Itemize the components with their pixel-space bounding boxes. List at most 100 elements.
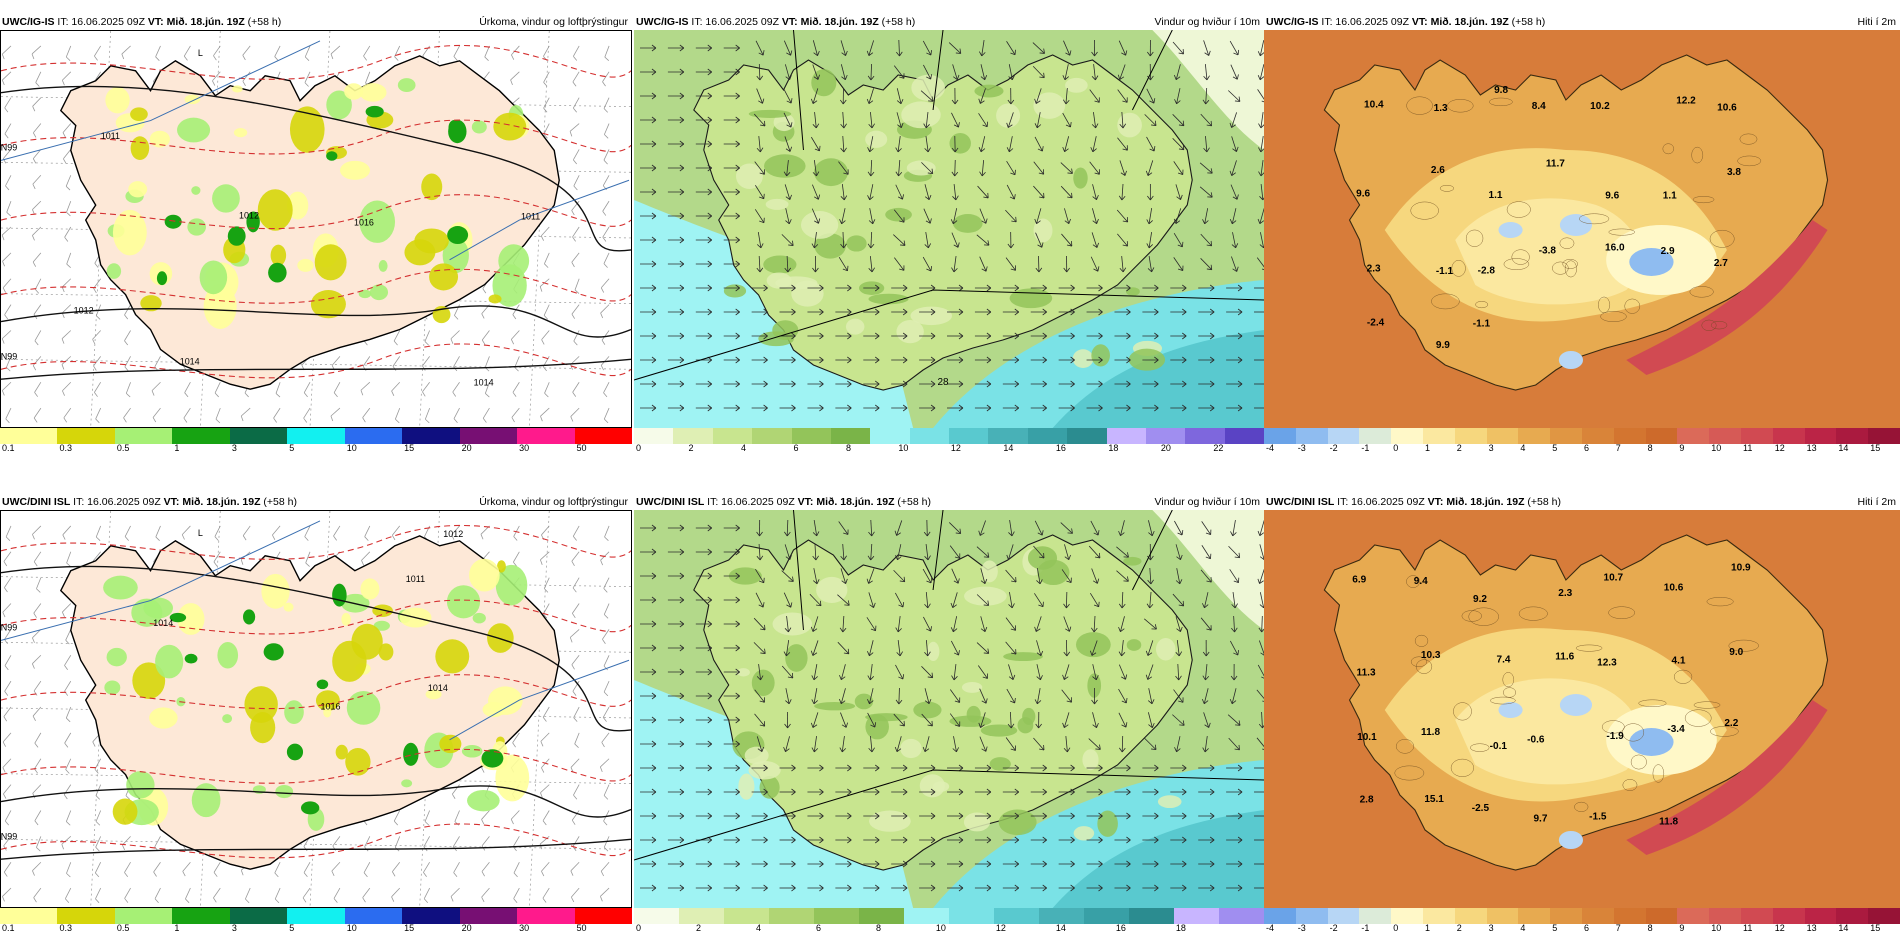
temperature-label: 9.4 xyxy=(1414,576,1428,587)
wind-arrow xyxy=(1198,812,1215,820)
wind-arrow xyxy=(1091,232,1099,248)
wind-barb xyxy=(572,97,580,113)
map-view[interactable]: 6.9 9.4 9.2 2.3 10.7 10.6 10.9 11.3 10.3 7.4 11.6 1… xyxy=(1264,510,1900,908)
precip-area xyxy=(126,771,155,799)
contour-label: L xyxy=(198,528,203,538)
wind-arrow xyxy=(1030,860,1047,868)
wind-barb xyxy=(33,551,42,567)
lead-time: (+58 h) xyxy=(878,16,916,28)
wind-barb xyxy=(94,45,102,61)
temperature-label: 9.2 xyxy=(1473,594,1487,605)
precip-area xyxy=(315,690,340,711)
wind-arrow xyxy=(1226,308,1243,316)
wind-barb xyxy=(602,175,610,191)
wind-arrow xyxy=(1231,592,1238,609)
wind-barb xyxy=(360,381,371,396)
wind-arrow xyxy=(1202,208,1209,225)
wind-arrow xyxy=(1170,884,1187,892)
legend-tick: 3 xyxy=(231,923,237,932)
wind-arrow xyxy=(667,188,685,196)
run-info: UWC/IG-IS IT: 16.06.2025 09Z VT: Mið. 18… xyxy=(636,14,915,30)
wind-arrow xyxy=(1086,860,1103,868)
map-view[interactable]: 28 xyxy=(634,30,1264,428)
wind-arrow xyxy=(695,92,712,100)
wind-arrow xyxy=(1254,839,1264,841)
wind-arrow xyxy=(951,568,960,584)
wind-barb xyxy=(154,887,161,904)
precip-area xyxy=(488,294,502,304)
map-view[interactable] xyxy=(634,510,1264,908)
temperature-label: 8.4 xyxy=(1532,101,1546,112)
legend-swatch xyxy=(287,908,345,924)
map-view[interactable]: L 1011 1012 1014 1012 1011 1016 1014 N99 N99 xyxy=(0,30,632,428)
panel-header: UWC/IG-IS IT: 16.06.2025 09Z VT: Mið. 18… xyxy=(634,14,1264,30)
wind-arrow xyxy=(979,159,986,177)
model-name: UWC/DINI ISL xyxy=(636,496,705,508)
wind-arrow xyxy=(812,184,821,200)
wind-arrow xyxy=(1058,380,1075,388)
map-labels: 10.4 1.39.88.4 10.2 12.210.69.62.61.111.79.… xyxy=(1356,85,1741,351)
wind-barb xyxy=(572,577,580,593)
legend-tick: 0.1 xyxy=(2,443,15,452)
wind-arrow xyxy=(1061,569,1072,583)
wind-arrow xyxy=(639,284,657,292)
wind-arrow xyxy=(1006,688,1016,704)
legend-swatch xyxy=(1518,908,1551,924)
legend-swatch xyxy=(57,428,115,444)
legend-tick: 15 xyxy=(1870,923,1881,932)
wind-arrow xyxy=(1142,836,1159,844)
map-view[interactable]: 10.4 1.3 9.8 8.4 10.2 12.2 10.6 9.6 2.6 1.1 11.7 9.… xyxy=(1264,30,1900,428)
wind-arrow xyxy=(639,788,657,796)
wind-arrow xyxy=(1198,404,1215,412)
wind-arrow xyxy=(1254,767,1264,769)
legend-tick: 15 xyxy=(1870,443,1881,452)
legend-swatch xyxy=(1174,908,1219,924)
wind-shade xyxy=(854,693,874,710)
legend-swatch xyxy=(1264,428,1296,444)
wind-arrow xyxy=(948,42,962,54)
wind-barb xyxy=(4,810,12,826)
valid-time: VT: Mið. 18.jún. 19Z xyxy=(163,496,261,508)
wind-arrow xyxy=(1226,812,1243,820)
wind-arrow xyxy=(951,159,959,177)
wind-arrow xyxy=(695,764,712,772)
legend-tick: 2 xyxy=(1456,443,1462,452)
wind-arrow xyxy=(1175,544,1183,561)
wind-arrow xyxy=(779,332,796,340)
wind-arrow xyxy=(811,232,819,249)
wind-barb xyxy=(4,304,12,320)
legend-tick: 30 xyxy=(519,443,530,452)
wind-arrow xyxy=(1086,308,1103,316)
map-svg: 6.9 9.49.22.310.710.610.911.310.3 7.4 11.61… xyxy=(1264,510,1900,908)
wind-barb xyxy=(543,97,550,113)
legend-swatch xyxy=(344,428,403,444)
wind-arrow xyxy=(1008,520,1015,537)
wind-arrow xyxy=(1063,255,1070,273)
glacier-cold-area xyxy=(1558,351,1584,369)
map-labels: 28 xyxy=(937,377,949,388)
temperature-label: 11.8 xyxy=(1421,727,1440,738)
wind-arrow xyxy=(1256,257,1264,271)
precip-heavy xyxy=(156,271,168,286)
temp-contour xyxy=(1396,739,1414,754)
legend-tick: 9 xyxy=(1679,923,1685,932)
wind-barb xyxy=(542,706,550,722)
wind-barb xyxy=(303,382,311,398)
wind-barb xyxy=(242,45,251,61)
wind-arrow xyxy=(639,188,657,196)
wind-arrow xyxy=(1116,209,1129,223)
wind-arrow xyxy=(784,616,792,633)
region-line xyxy=(792,510,1173,631)
wind-shade xyxy=(1123,556,1142,566)
wind-shade xyxy=(1155,638,1176,661)
wind-arrow xyxy=(1200,569,1212,583)
wind-arrow xyxy=(1198,380,1215,388)
wind-barb xyxy=(66,862,72,878)
wind-arrow xyxy=(754,209,765,224)
precip-area xyxy=(469,558,500,592)
map-view[interactable]: 1012 1014 L 1011 1016 1014 N99 N99 xyxy=(0,510,632,908)
precip-area xyxy=(373,620,390,631)
wind-barb xyxy=(602,226,610,242)
wind-arrow xyxy=(868,112,875,129)
temperature-label: 9.0 xyxy=(1729,647,1743,658)
